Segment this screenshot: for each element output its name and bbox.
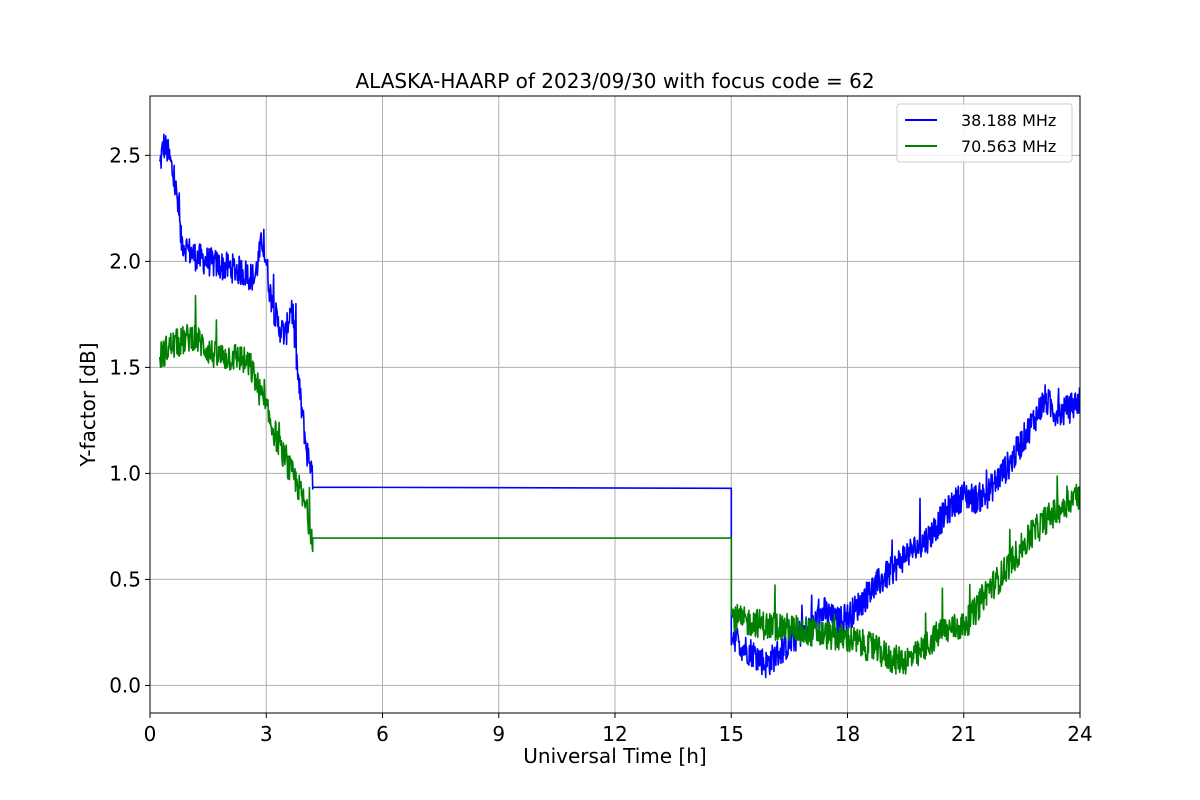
x-tick-label: 15 (719, 722, 744, 746)
x-tick-label: 9 (492, 722, 505, 746)
x-axis-label: Universal Time [h] (523, 744, 706, 768)
series-1 (158, 133, 1081, 679)
y-tick-label: 0.0 (109, 673, 141, 697)
x-tick-label: 6 (376, 722, 389, 746)
x-tick-label: 3 (260, 722, 273, 746)
series-layer (158, 133, 1081, 679)
chart-title: ALASKA-HAARP of 2023/09/30 with focus co… (355, 69, 874, 93)
legend: 38.188 MHz 70.563 MHz (896, 103, 1073, 163)
y-tick-label: 2.5 (109, 143, 141, 167)
y-tick-label: 1.5 (109, 355, 141, 379)
y-tick-label: 2.0 (109, 249, 141, 273)
legend-box (896, 103, 1073, 163)
ticks: 0 3 6 9 12 15 18 21 24 0.0 0.5 1.0 1.5 2.0 2.5 (109, 143, 1093, 746)
x-tick-label: 12 (602, 722, 627, 746)
x-tick-label: 21 (951, 722, 976, 746)
legend-label: 38.188 MHz (961, 111, 1056, 130)
series-2 (158, 294, 1081, 675)
series-line-2 (158, 294, 1081, 675)
x-tick-label: 18 (835, 722, 860, 746)
y-axis-label: Y-factor [dB] (76, 342, 100, 467)
series-line-1 (158, 133, 1081, 679)
x-tick-label: 24 (1067, 722, 1092, 746)
y-tick-label: 0.5 (109, 567, 141, 591)
x-tick-label: 0 (144, 722, 157, 746)
y-tick-label: 1.0 (109, 461, 141, 485)
legend-label: 70.563 MHz (961, 137, 1056, 156)
